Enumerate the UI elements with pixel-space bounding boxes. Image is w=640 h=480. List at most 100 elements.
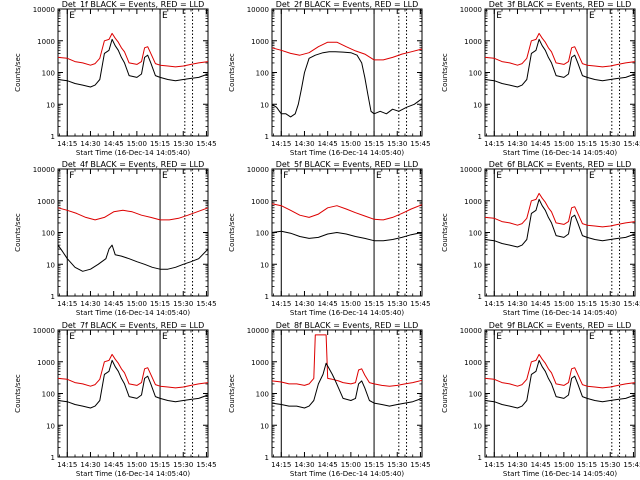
x-tick-label: 14:45 <box>104 461 124 469</box>
x-tick-label: 15:45 <box>196 300 216 308</box>
y-tick-label: 1 <box>478 454 482 462</box>
y-tick-label: 10000 <box>247 6 269 14</box>
chart-panel: Det_7f BLACK = Events, RED = LLD 1 10 100 10… <box>14 321 217 478</box>
chart-title: Det_1f BLACK = Events, RED = LLD <box>62 0 205 9</box>
lld-series-line <box>57 207 209 221</box>
y-axis-label: Counts/sec <box>228 213 236 252</box>
x-tick-label: 15:15 <box>577 140 597 148</box>
y-axis-label: Counts/sec <box>14 213 22 252</box>
y-tick-label: 1 <box>51 293 55 301</box>
events-series-line <box>57 244 209 272</box>
y-tick-label: 1000 <box>251 38 269 46</box>
chart-panel: Det_2f BLACK = Events, RED = LLD 1 10 100 10… <box>228 0 431 157</box>
x-tick-label: 14:15 <box>484 140 504 148</box>
time-marker-label: F <box>283 171 288 181</box>
x-tick-label: 14:15 <box>57 140 77 148</box>
lld-series-line <box>484 192 636 228</box>
chart-title: Det_4f BLACK = Events, RED = LLD <box>62 160 205 169</box>
x-tick-label: 15:15 <box>150 140 170 148</box>
y-tick-label: 10 <box>46 101 55 109</box>
chart-title: Det_5f BLACK = Events, RED = LLD <box>276 160 419 169</box>
x-tick-label: 15:45 <box>196 140 216 148</box>
y-tick-label: 100 <box>469 70 482 78</box>
x-tick-label: 15:00 <box>341 140 361 148</box>
x-tick-label: 14:45 <box>318 140 338 148</box>
x-tick-label: 15:45 <box>196 461 216 469</box>
y-tick-label: 100 <box>469 230 482 238</box>
events-series-line <box>271 230 423 242</box>
lld-series-line <box>484 32 636 68</box>
x-tick-label: 14:30 <box>80 140 100 148</box>
x-axis-label: Start Time (16-Dec-14 14:05:40) <box>290 309 404 317</box>
y-axis-label: Counts/sec <box>441 53 449 92</box>
x-tick-label: 15:30 <box>173 300 193 308</box>
x-tick-label: 15:15 <box>577 461 597 469</box>
y-tick-label: 100 <box>42 391 55 399</box>
y-tick-label: 1000 <box>37 198 55 206</box>
time-marker-label: E <box>162 332 168 342</box>
x-tick-label: 15:00 <box>127 140 147 148</box>
y-tick-label: 100 <box>256 70 269 78</box>
x-tick-label: 15:00 <box>341 300 361 308</box>
y-tick-label: 10 <box>473 261 482 269</box>
x-tick-label: 15:00 <box>127 461 147 469</box>
x-tick-label: 15:30 <box>387 300 407 308</box>
time-marker-label: E <box>69 332 75 342</box>
x-axis-label: Start Time (16-Dec-14 14:05:40) <box>290 149 404 157</box>
y-tick-label: 1 <box>265 454 269 462</box>
time-marker-label: E <box>162 11 168 21</box>
y-tick-label: 10000 <box>33 327 55 335</box>
y-tick-label: 100 <box>469 391 482 399</box>
y-tick-label: 10 <box>473 101 482 109</box>
y-tick-label: 100 <box>42 70 55 78</box>
time-marker-label: E <box>589 332 595 342</box>
x-tick-label: 15:45 <box>410 140 430 148</box>
chart-title: Det_3f BLACK = Events, RED = LLD <box>489 0 632 9</box>
y-axis-label: Counts/sec <box>14 53 22 92</box>
y-tick-label: 1 <box>478 133 482 141</box>
chart-panel: Det_8f BLACK = Events, RED = LLD 1 10 100 10… <box>228 321 431 478</box>
events-series-line <box>484 38 636 88</box>
y-tick-label: 1 <box>478 293 482 301</box>
chart-title: Det_8f BLACK = Events, RED = LLD <box>276 321 419 330</box>
x-axis-label: Start Time (16-Dec-14 14:05:40) <box>503 149 617 157</box>
y-axis-label: Counts/sec <box>441 213 449 252</box>
x-tick-label: 15:30 <box>387 140 407 148</box>
x-tick-label: 15:15 <box>150 461 170 469</box>
x-tick-label: 15:15 <box>150 300 170 308</box>
x-tick-label: 15:30 <box>600 300 620 308</box>
events-series-line <box>484 198 636 248</box>
time-marker-label: E <box>69 11 75 21</box>
x-tick-label: 14:45 <box>104 140 124 148</box>
lld-series-line <box>271 203 423 221</box>
time-marker-label: F <box>69 171 74 181</box>
x-tick-label: 15:15 <box>364 140 384 148</box>
chart-panel: Det_4f BLACK = Events, RED = LLD 1 10 100 10… <box>14 160 217 317</box>
y-tick-label: 10 <box>46 422 55 430</box>
x-tick-label: 14:30 <box>294 300 314 308</box>
x-tick-label: 14:15 <box>57 461 77 469</box>
y-tick-label: 100 <box>42 230 55 238</box>
events-series-line <box>271 51 423 118</box>
events-series-line <box>271 362 423 409</box>
x-tick-label: 14:15 <box>484 461 504 469</box>
y-axis-label: Counts/sec <box>228 53 236 92</box>
x-tick-label: 15:30 <box>173 461 193 469</box>
lld-series-line <box>271 334 423 387</box>
chart-title: Det_2f BLACK = Events, RED = LLD <box>276 0 419 9</box>
x-axis-label: Start Time (16-Dec-14 14:05:40) <box>503 470 617 478</box>
x-tick-label: 15:30 <box>600 461 620 469</box>
x-tick-label: 14:30 <box>507 461 527 469</box>
time-marker-label: E <box>496 171 502 181</box>
x-tick-label: 14:45 <box>531 300 551 308</box>
y-tick-label: 10000 <box>33 6 55 14</box>
y-tick-label: 1000 <box>37 359 55 367</box>
x-tick-label: 15:15 <box>364 461 384 469</box>
x-axis-label: Start Time (16-Dec-14 14:05:40) <box>503 309 617 317</box>
chart-panel: Det_3f BLACK = Events, RED = LLD 1 10 100 10… <box>441 0 640 157</box>
y-tick-label: 10 <box>46 261 55 269</box>
y-tick-label: 100 <box>256 391 269 399</box>
y-tick-label: 10000 <box>460 6 482 14</box>
x-tick-label: 14:45 <box>531 140 551 148</box>
